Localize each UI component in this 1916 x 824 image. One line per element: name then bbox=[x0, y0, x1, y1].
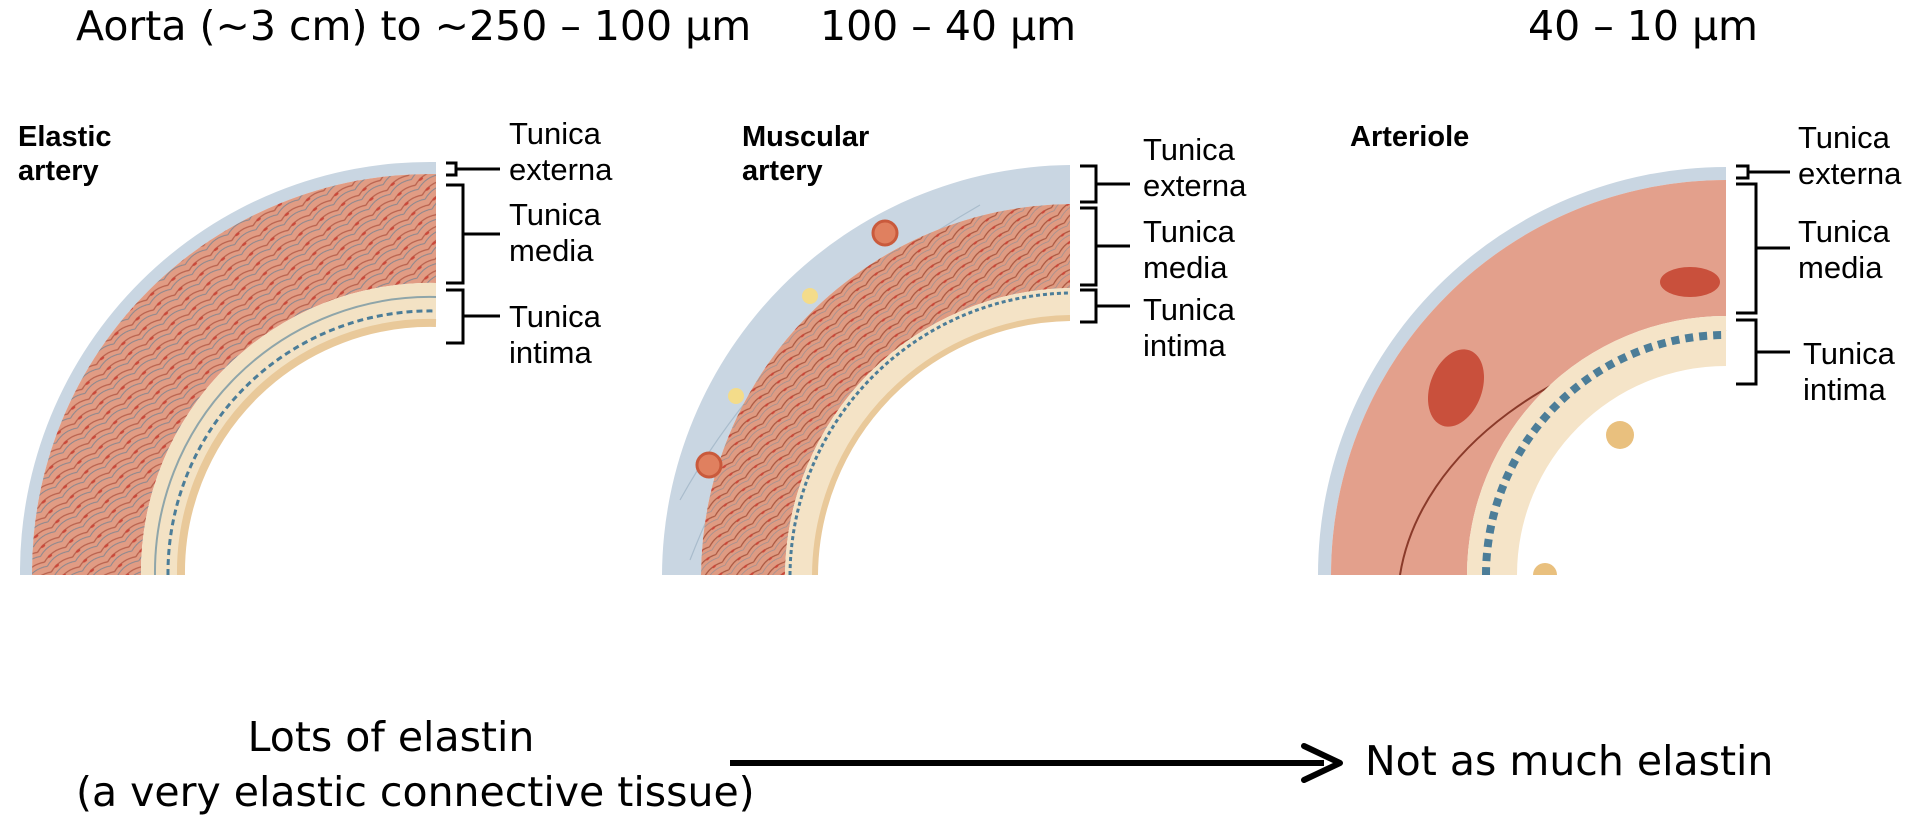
elastic-size-header: Aorta (~3 cm) to ~250 – 100 µm bbox=[76, 2, 752, 50]
elastic-brackets bbox=[446, 161, 500, 345]
not-as-much-elastin-text: Not as much elastin bbox=[1365, 737, 1774, 785]
arteriole-title: Arteriole bbox=[1350, 121, 1470, 153]
muscular-tunica-intima-layer bbox=[785, 288, 1070, 575]
arteriole-brackets bbox=[1736, 164, 1790, 386]
elastic-artery-title: Elastic artery bbox=[18, 121, 112, 187]
elastic-tunica-media-label: Tunica media bbox=[509, 197, 601, 268]
muscular-tunica-externa-label: Tunica externa bbox=[1143, 132, 1247, 203]
arteriole-tunica-externa-label: Tunica externa bbox=[1798, 120, 1902, 191]
muscular-tunica-media-label: Tunica media bbox=[1143, 214, 1235, 285]
arteriole-tunica-media-layer bbox=[1331, 180, 1727, 575]
arteriole-size-header: 40 – 10 µm bbox=[1528, 2, 1758, 50]
elastic-tunica-externa-label: Tunica externa bbox=[509, 116, 613, 187]
muscular-size-header: 100 – 40 µm bbox=[820, 2, 1077, 50]
muscular-brackets bbox=[1080, 164, 1130, 324]
lots-of-elastin-text: Lots of elastin (a very elastic connecti… bbox=[76, 713, 755, 816]
elastic-tunica-intima-layer bbox=[140, 282, 437, 575]
muscular-tunica-intima-label: Tunica intima bbox=[1143, 292, 1235, 363]
elastic-tunica-media-layer bbox=[31, 173, 437, 575]
muscular-cells bbox=[695, 219, 899, 479]
muscular-artery-cross-section bbox=[662, 165, 1070, 575]
elastin-gradient-arrow bbox=[730, 743, 1343, 783]
arteriole-tunica-intima-layer bbox=[1467, 316, 1727, 575]
elastic-tunica-intima-label: Tunica intima bbox=[509, 299, 601, 370]
arteriole-cross-section bbox=[1318, 167, 1727, 575]
muscular-tunica-media-layer bbox=[701, 204, 1070, 575]
arteriole-tunica-media-label: Tunica media bbox=[1798, 214, 1890, 285]
muscular-artery-title: Muscular artery bbox=[742, 121, 870, 187]
elastic-artery-cross-section bbox=[20, 161, 437, 575]
arteriole-tunica-intima-label: Tunica intima bbox=[1803, 336, 1895, 407]
